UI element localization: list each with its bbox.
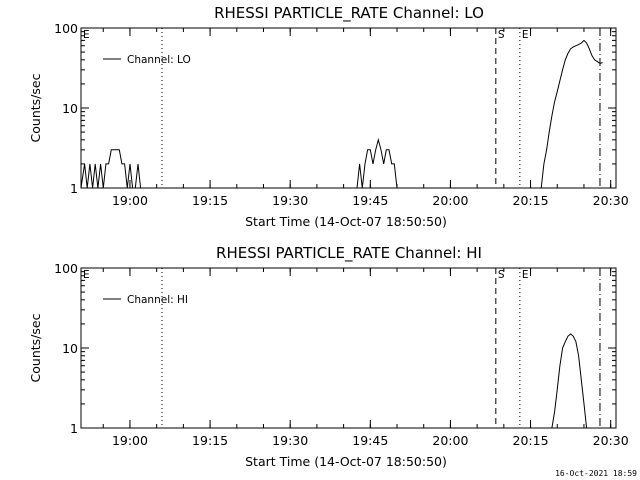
y-tick-label: 10 <box>62 101 78 116</box>
plot-frame <box>80 267 617 429</box>
x-tick-label: 20:00 <box>432 433 468 448</box>
y-tick-label: 100 <box>54 261 78 276</box>
chart-title: RHESSI PARTICLE_RATE Channel: HI <box>216 244 482 263</box>
chart-panel-hi: RHESSI PARTICLE_RATE Channel: HI Counts/… <box>28 244 629 469</box>
legend: Channel: LO <box>103 54 191 66</box>
y-tick-label: 100 <box>54 21 78 36</box>
footer-timestamp: 16-Oct-2021 18:59 <box>555 469 637 478</box>
x-tick-label: 19:30 <box>272 433 308 448</box>
y-tick-label: 10 <box>62 341 78 356</box>
y-axis-label: Counts/sec <box>28 73 43 142</box>
legend-entry: Channel: HI <box>127 294 188 306</box>
event-marker-label: E <box>522 29 529 41</box>
legend: Channel: HI <box>103 294 188 306</box>
event-marker-label: S <box>498 29 505 41</box>
x-tick-label: 19:45 <box>352 193 388 208</box>
x-tick-label: 19:45 <box>352 433 388 448</box>
series-line-segment <box>540 39 603 189</box>
x-axis-label: Start Time (14-Oct-07 18:50:50) <box>245 454 447 469</box>
x-axis-label: Start Time (14-Oct-07 18:50:50) <box>245 214 447 229</box>
event-marker-label: E <box>522 269 529 281</box>
x-tick-label: 20:15 <box>513 433 549 448</box>
x-tick-label: 19:15 <box>192 433 228 448</box>
x-tick-label: 19:15 <box>192 193 228 208</box>
x-tick-label: 19:00 <box>112 433 148 448</box>
y-tick-label: 1 <box>70 421 78 436</box>
x-tick-label: 20:00 <box>432 193 468 208</box>
event-marker-label: E <box>83 269 90 281</box>
series-line-segment <box>551 333 588 429</box>
x-tick-label: 20:30 <box>593 433 629 448</box>
y-ticks: 1 10 100 <box>54 21 616 196</box>
x-tick-label: 19:30 <box>272 193 308 208</box>
x-tick-label: 20:15 <box>513 193 549 208</box>
y-axis-label: Counts/sec <box>28 313 43 382</box>
plot-frame <box>80 27 617 189</box>
y-ticks: 1 10 100 <box>54 261 616 436</box>
x-tick-label: 19:00 <box>112 193 148 208</box>
series-line-segment <box>80 149 142 189</box>
x-tick-label: 20:30 <box>593 193 629 208</box>
event-marker-label: S <box>498 269 505 281</box>
x-ticks: 19:00 19:15 19:30 19:45 20:00 20:15 20:30 <box>102 268 629 448</box>
data-line <box>551 333 588 429</box>
series-line-segment <box>356 137 398 189</box>
y-tick-label: 1 <box>70 181 78 196</box>
legend-entry: Channel: LO <box>127 54 191 66</box>
chart-panel-lo: RHESSI PARTICLE_RATE Channel: LO Counts/… <box>28 4 629 229</box>
event-marker-label: E <box>83 29 90 41</box>
data-line <box>80 39 603 189</box>
x-ticks: 19:00 19:15 19:30 19:45 20:00 20:15 20:30 <box>102 28 629 208</box>
chart-title: RHESSI PARTICLE_RATE Channel: LO <box>214 4 484 23</box>
